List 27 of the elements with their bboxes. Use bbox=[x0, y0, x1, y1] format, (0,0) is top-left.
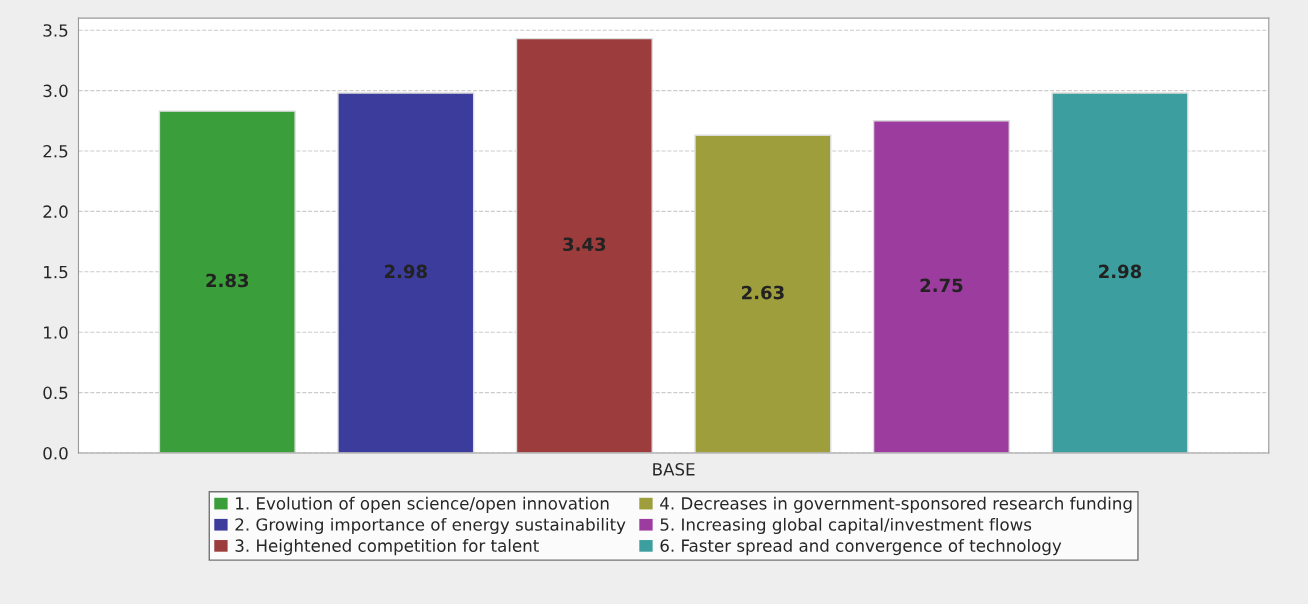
data-label: 3.43 bbox=[563, 237, 606, 252]
bar bbox=[515, 37, 653, 453]
legend-label: 6. Faster spread and convergence of technology bbox=[660, 539, 1062, 556]
data-label: 2.75 bbox=[920, 278, 963, 293]
y-tick-label: 2.5 bbox=[43, 144, 68, 158]
legend-label: 4. Decreases in government-sponsored research funding bbox=[660, 496, 1132, 513]
bar bbox=[337, 92, 475, 453]
data-label: 2.98 bbox=[1099, 264, 1142, 279]
x-tick-label: BASE bbox=[653, 463, 695, 476]
y-tick-label: 3.5 bbox=[43, 24, 68, 37]
legend-label: 2. Growing importance of energy sustainability bbox=[235, 517, 626, 535]
legend-label: 3. Heightened competition for talent bbox=[235, 539, 539, 556]
data-label: 2.83 bbox=[206, 273, 249, 288]
bar bbox=[872, 120, 1010, 453]
data-label: 2.98 bbox=[384, 264, 427, 279]
legend-label: 1. Evolution of open science/open innovation bbox=[236, 496, 609, 513]
bar bbox=[1051, 92, 1189, 453]
bar bbox=[158, 110, 296, 453]
legend-label: 5. Increasing global capital/investment flows bbox=[660, 517, 1032, 535]
y-tick-label: 1.0 bbox=[44, 326, 68, 339]
y-tick-label: 1.5 bbox=[44, 265, 68, 279]
bar bbox=[694, 134, 832, 453]
y-tick-label: 3.0 bbox=[43, 84, 68, 98]
y-tick-label: 0.5 bbox=[43, 386, 68, 400]
data-label: 2.63 bbox=[742, 285, 784, 300]
y-tick-label: 2.0 bbox=[43, 205, 68, 218]
y-tick-label: 0.0 bbox=[43, 446, 68, 460]
